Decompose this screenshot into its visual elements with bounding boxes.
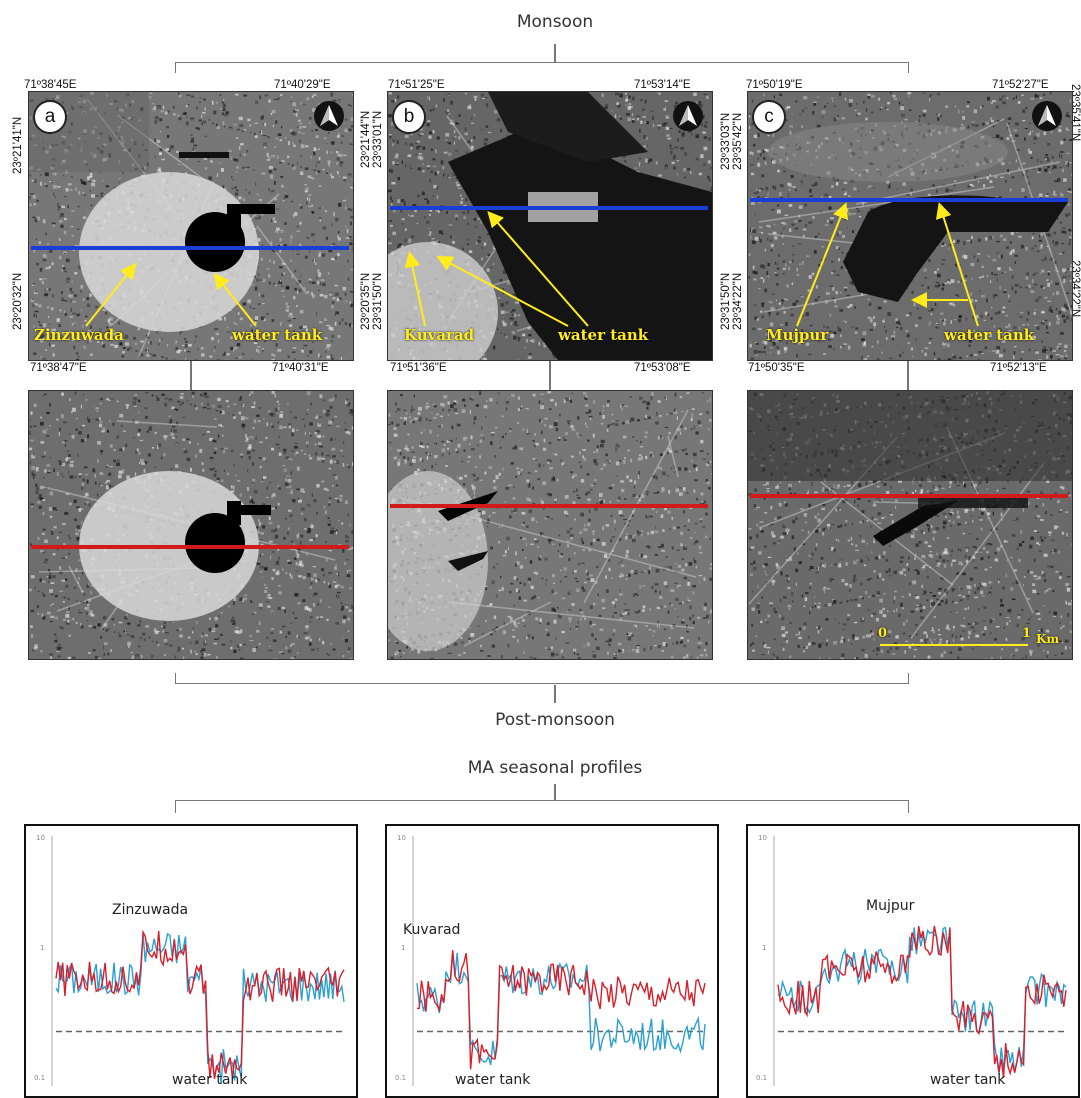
- profile-b: 10 1 0.1 Kuvarad water tank: [385, 824, 719, 1098]
- profile-a-plot: [26, 826, 356, 1096]
- sar-a-post: [28, 390, 354, 660]
- profile-b-label-bottom: water tank: [455, 1072, 530, 1088]
- y-tick-10: 10: [758, 834, 767, 842]
- profile-b-plot: [387, 826, 717, 1096]
- label-zinzuwada: Zinzuwada: [34, 326, 124, 344]
- profiles-title: MA seasonal profiles: [405, 758, 705, 778]
- profile-c-label-bottom: water tank: [930, 1072, 1005, 1088]
- scale-bar-start: 0: [878, 626, 887, 641]
- y-tick-0.1: 0.1: [34, 1074, 45, 1082]
- label-water-tank-b: water tank: [558, 326, 648, 344]
- label-kuvarad: Kuvarad: [404, 326, 474, 344]
- transect-b-post: [390, 504, 708, 508]
- y-tick-1: 1: [762, 944, 766, 952]
- y-tick-0.1: 0.1: [395, 1074, 406, 1082]
- label-mujpur: Mujpur: [766, 326, 828, 344]
- transect-a-post: [31, 545, 349, 549]
- profile-c-plot: [748, 826, 1078, 1096]
- scale-bar: [880, 644, 1028, 646]
- post-monsoon-title: Post-monsoon: [405, 710, 705, 730]
- y-tick-10: 10: [36, 834, 45, 842]
- profiles-bracket: [175, 800, 909, 813]
- post-bracket: [175, 673, 909, 684]
- sar-c-post: [747, 390, 1073, 660]
- scale-bar-end: 1: [1022, 626, 1031, 641]
- post-bracket-stem: [554, 685, 556, 703]
- post-monsoon-series-line: [56, 931, 344, 1079]
- y-tick-0.1: 0.1: [756, 1074, 767, 1082]
- profile-c-label-top: Mujpur: [866, 898, 914, 914]
- scale-bar-unit: Km: [1036, 632, 1059, 646]
- profile-c: 10 1 0.1 Mujpur water tank: [746, 824, 1080, 1098]
- profiles-bracket-stem: [554, 784, 556, 800]
- annotation-arrows: [0, 0, 1081, 400]
- monsoon-series-line: [778, 927, 1066, 1074]
- monsoon-series-line: [417, 953, 705, 1065]
- sar-b-post: [387, 390, 713, 660]
- y-tick-1: 1: [40, 944, 44, 952]
- y-tick-10: 10: [397, 834, 406, 842]
- profile-b-label-top: Kuvarad: [403, 922, 460, 938]
- label-water-tank-c: water tank: [944, 326, 1034, 344]
- monsoon-series-line: [56, 934, 344, 1084]
- profile-a-label-top: Zinzuwada: [112, 902, 188, 918]
- transect-c-post: [750, 494, 1068, 498]
- label-water-tank-a: water tank: [232, 326, 322, 344]
- profile-a-label-bottom: water tank: [172, 1072, 247, 1088]
- y-tick-1: 1: [401, 944, 405, 952]
- profile-a: 10 1 0.1 Zinzuwada water tank: [24, 824, 358, 1098]
